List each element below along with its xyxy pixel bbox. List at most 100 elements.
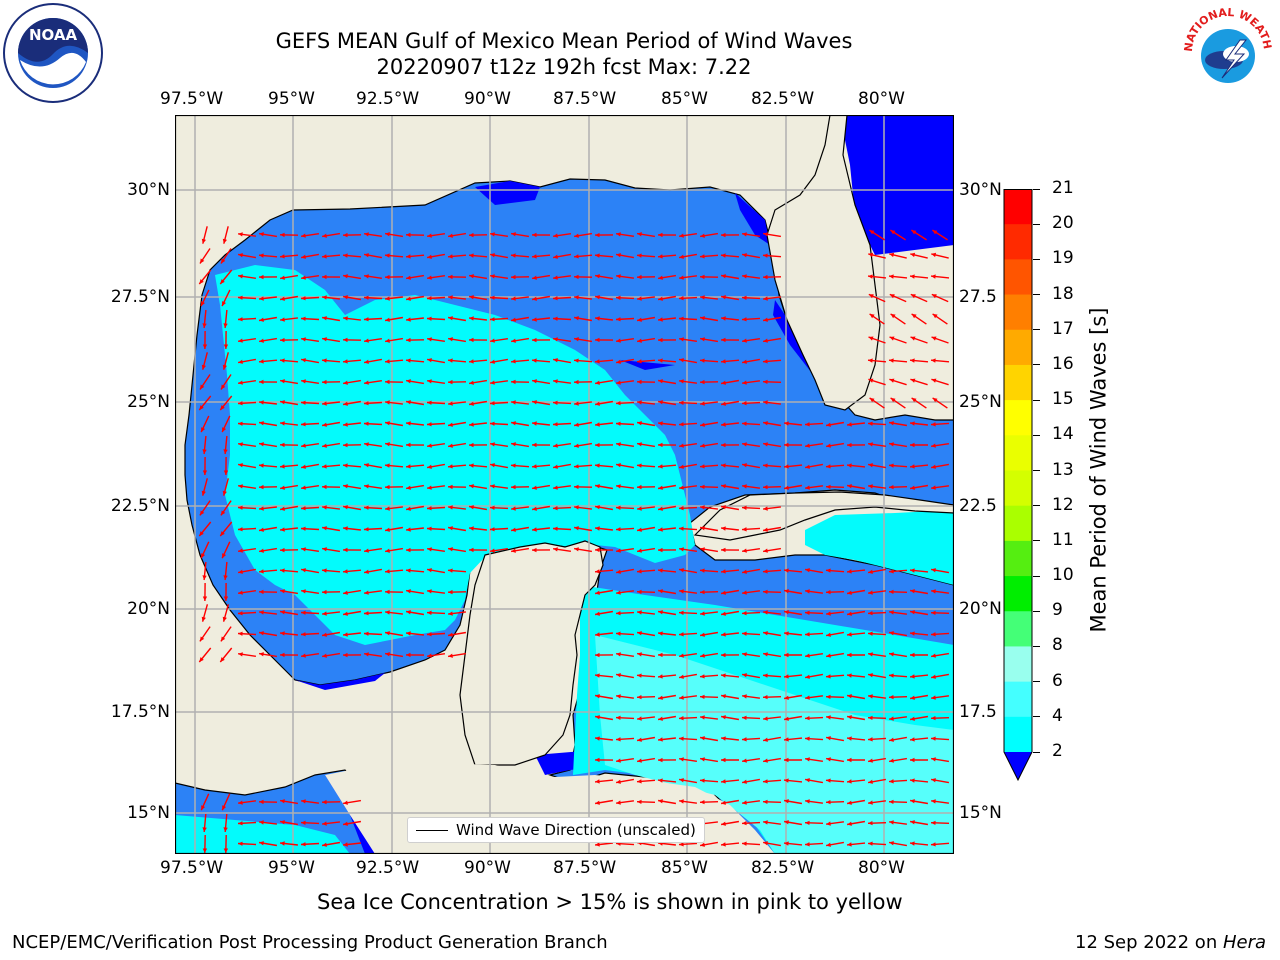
wave-arrow-head (427, 296, 432, 301)
title-line-2: 20220907 t12z 192h fcst Max: 7.22 (376, 55, 752, 79)
wave-arrow-head (595, 422, 600, 427)
wave-arrow-head (199, 657, 204, 662)
wave-arrow-head (721, 611, 726, 616)
wave-arrow-head (201, 553, 206, 559)
wave-arrow-head (202, 575, 207, 580)
wave-arrow-head (201, 238, 206, 244)
wave-arrow-head (343, 652, 348, 658)
wave-arrow-head (301, 443, 306, 448)
wave-arrow-head (931, 695, 936, 700)
wave-arrow-head (385, 610, 390, 615)
wave-arrow-head (343, 611, 348, 616)
wave-arrow-head (742, 821, 747, 826)
wave-arrow-head (805, 716, 810, 721)
wave-arrow-head (223, 323, 228, 328)
wave-arrow-head (322, 611, 327, 616)
wave-arrow-head (322, 547, 327, 552)
wave-arrow-head (700, 233, 705, 238)
wave-arrow-head (301, 799, 306, 804)
wave-arrow-head (259, 421, 264, 426)
wave-arrow-head (679, 506, 684, 511)
wave-arrow-head (637, 695, 642, 700)
colorbar-tick-label: 14 (1052, 424, 1074, 445)
wave-arrow-head (574, 379, 579, 385)
wave-arrow-head (889, 652, 894, 657)
wave-arrow-head (220, 657, 225, 662)
wave-arrow-head (805, 464, 810, 469)
wave-arrow-head (679, 778, 684, 783)
wave-arrow-head (427, 547, 432, 552)
colorbar-tick-label: 9 (1052, 600, 1063, 621)
period-4-6-band (805, 510, 954, 585)
wave-arrow-head (469, 232, 474, 238)
wave-arrow-head (553, 443, 558, 448)
wave-arrow-head (221, 258, 226, 264)
wave-arrow-head (259, 631, 264, 636)
wave-arrow-head (721, 232, 726, 238)
wave-arrow-head (868, 484, 873, 489)
wave-arrow-head (616, 401, 621, 406)
wave-arrow-head (637, 569, 642, 574)
wave-arrow-head (931, 610, 936, 615)
wave-arrow-head (427, 422, 432, 427)
wave-arrow-head (784, 631, 789, 636)
wave-arrow-head (784, 799, 789, 804)
wave-arrow-head (679, 464, 684, 469)
wave-arrow-head (238, 421, 243, 426)
wave-arrow-head (931, 443, 936, 448)
wave-arrow-head (511, 400, 516, 405)
wave-arrow-head (490, 380, 495, 385)
wave-arrow-head (259, 338, 264, 343)
wave-arrow-head (616, 800, 621, 805)
wave-arrow-head (322, 233, 327, 238)
wave-arrow-head (637, 317, 642, 322)
wave-arrow-head (910, 485, 915, 490)
wave-arrow-head (616, 295, 621, 300)
wave-arrow-head (280, 485, 285, 490)
wave-arrow-head (322, 316, 327, 321)
wave-arrow-head (511, 338, 516, 343)
wave-arrow-head (616, 359, 621, 364)
wave-arrow-head (658, 275, 663, 280)
wave-arrow-head (658, 695, 663, 700)
colorbar-tick-mark (1033, 540, 1040, 542)
wave-arrow-head (574, 254, 579, 259)
wave-arrow-head (784, 421, 789, 426)
wave-arrow-head (343, 295, 348, 300)
colorbar-outline (1003, 189, 1033, 782)
wave-arrow-head (742, 715, 747, 720)
wave-arrow-head (721, 442, 726, 448)
wave-arrow-head (448, 547, 453, 552)
wave-arrow-head (931, 464, 936, 469)
wave-arrow-head (742, 359, 747, 364)
wave-arrow-head (931, 799, 936, 804)
wave-arrow-head (427, 316, 432, 321)
wave-arrow-head (406, 527, 411, 532)
wave-arrow-head (763, 589, 768, 594)
wave-arrow-head (553, 506, 558, 511)
wave-arrow-head (910, 442, 915, 448)
wave-arrow-head (637, 274, 642, 280)
wave-arrow-head (763, 463, 768, 468)
wave-arrow-head (574, 358, 579, 363)
wave-arrow-head (616, 484, 621, 489)
wave-arrow-head (658, 589, 663, 594)
lon-label: 85°W (661, 89, 708, 109)
wave-arrow-head (805, 422, 810, 427)
colorbar-tick-mark (1033, 188, 1040, 190)
wave-arrow-head (511, 527, 516, 532)
wave-arrow-head (910, 841, 915, 846)
wave-arrow-head (322, 464, 327, 469)
wave-arrow-head (385, 569, 390, 574)
wave-arrow-head (259, 359, 264, 364)
wave-arrow-head (637, 589, 642, 594)
wave-arrow-head (700, 757, 705, 762)
wave-arrow-head (931, 842, 936, 847)
wave-arrow-head (637, 296, 642, 301)
legend-label: Wind Wave Direction (unscaled) (456, 821, 696, 839)
wave-arrow-head (448, 401, 453, 406)
wave-arrow-head (301, 296, 306, 301)
wave-arrow-head (658, 547, 663, 553)
lon-label: 82.5°W (751, 89, 815, 109)
wave-arrow-head (679, 296, 684, 301)
